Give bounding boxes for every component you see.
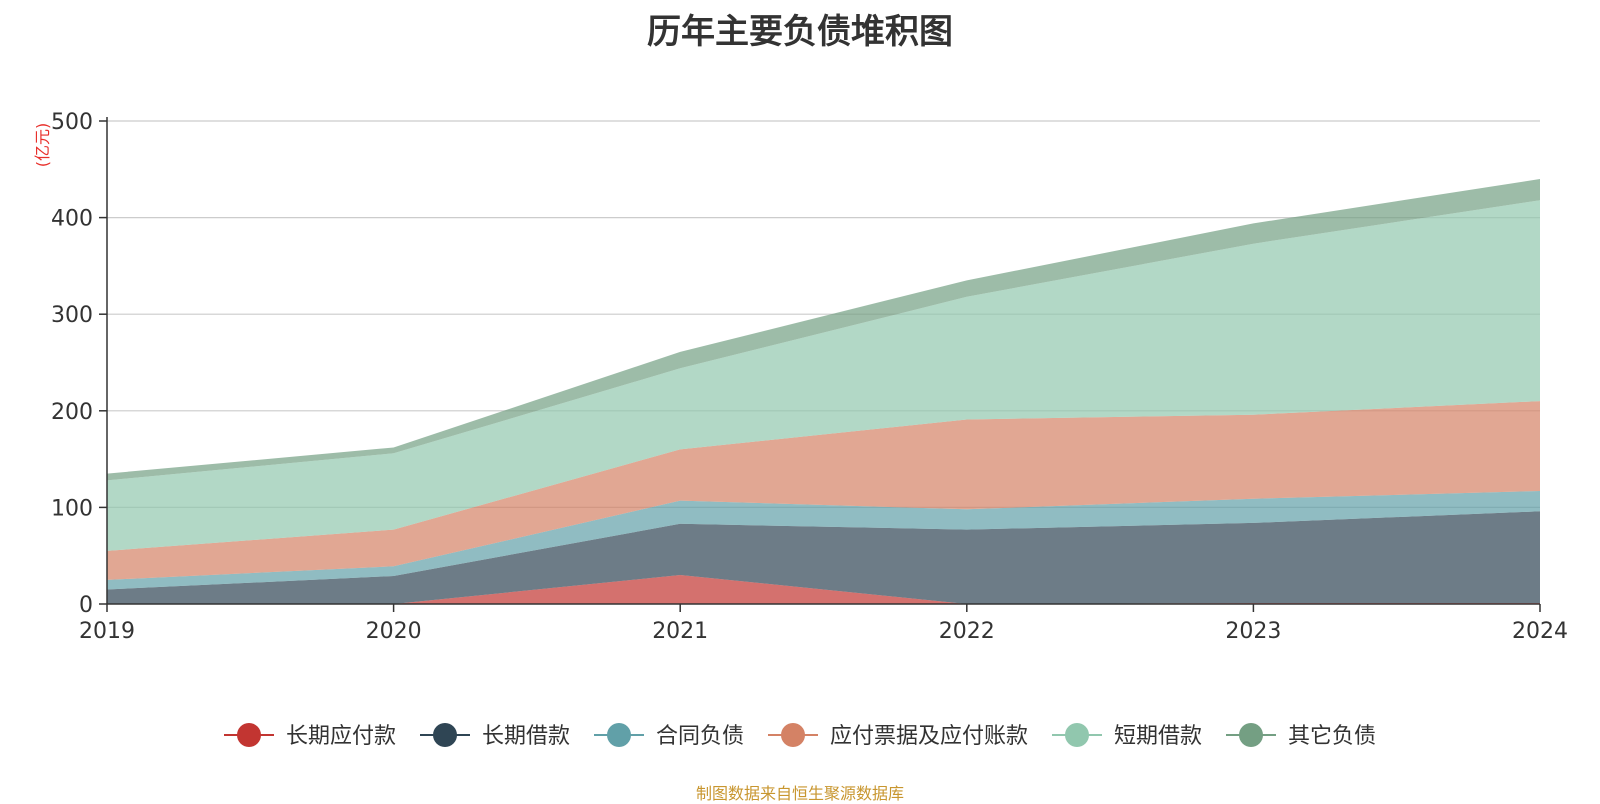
legend-marker <box>1065 723 1089 747</box>
area-series-2 <box>107 511 1540 604</box>
x-tick-label: 2020 <box>366 619 422 644</box>
legend-item-2[interactable]: 长期借款 <box>420 723 570 749</box>
legend-marker <box>433 723 457 747</box>
y-tick-label: 400 <box>51 207 93 232</box>
area-series-6 <box>107 179 1540 481</box>
y-tick-label: 200 <box>51 400 93 425</box>
legend-label: 合同负债 <box>656 724 744 749</box>
x-tick-label: 2023 <box>1225 619 1281 644</box>
legend-label: 其它负债 <box>1288 724 1376 749</box>
y-axis-unit-label: (亿元) <box>33 123 52 168</box>
tick-labels: 0 100 200 300 400 500 2019 2020 2021 2022 2023 2024 <box>51 110 1568 644</box>
legend-item-5[interactable]: 短期借款 <box>1052 723 1202 749</box>
legend-marker <box>1239 723 1263 747</box>
y-tick-label: 0 <box>79 593 93 618</box>
legend-marker <box>237 723 261 747</box>
y-tick-label: 500 <box>51 110 93 135</box>
legend-label: 长期借款 <box>482 724 570 749</box>
area-series-4 <box>107 401 1540 580</box>
x-tick-label: 2024 <box>1512 619 1568 644</box>
legend-label: 短期借款 <box>1114 724 1202 749</box>
data-source-note: 制图数据来自恒生聚源数据库 <box>695 784 904 803</box>
x-tick-label: 2022 <box>939 619 995 644</box>
legend-marker <box>607 723 631 747</box>
legend: 长期应付款 长期借款 合同负债 应付票据及应付账款 短期借款 其它负债 <box>224 723 1376 749</box>
y-tick-label: 100 <box>51 496 93 521</box>
chart-title: 历年主要负债堆积图 <box>647 12 953 52</box>
area-series-5 <box>107 200 1540 551</box>
legend-item-6[interactable]: 其它负债 <box>1226 723 1376 749</box>
axes <box>99 117 1541 612</box>
legend-label: 长期应付款 <box>286 724 396 749</box>
legend-item-3[interactable]: 合同负债 <box>594 723 744 749</box>
legend-item-1[interactable]: 长期应付款 <box>224 723 396 749</box>
area-series <box>107 179 1540 604</box>
area-series-3 <box>107 491 1540 590</box>
legend-item-4[interactable]: 应付票据及应付账款 <box>768 723 1028 749</box>
legend-marker <box>781 723 805 747</box>
legend-label: 应付票据及应付账款 <box>830 724 1028 749</box>
y-tick-label: 300 <box>51 303 93 328</box>
x-tick-label: 2021 <box>652 619 708 644</box>
x-tick-label: 2019 <box>79 619 135 644</box>
